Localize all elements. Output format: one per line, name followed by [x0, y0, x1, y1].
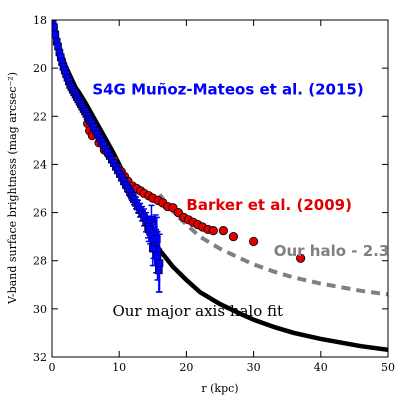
y-tick-label: 30	[33, 303, 47, 316]
y-tick-label: 24	[33, 158, 47, 171]
annotation-halo-minus: Our halo - 2.3	[274, 242, 390, 260]
data-point-s4g	[147, 215, 156, 224]
ticks-layer: 0 10 20 30 40 50 18 20 22 24 26 28 30 32	[33, 14, 395, 374]
data-point-barker	[249, 236, 259, 247]
y-tick-label: 28	[33, 255, 47, 268]
series-barker-2009	[83, 118, 306, 263]
x-tick-label: 10	[112, 361, 126, 374]
y-tick-label: 32	[33, 351, 47, 364]
x-tick-label: 50	[381, 361, 395, 374]
x-axis-title: r (kpc)	[201, 382, 238, 395]
data-point-s4g	[149, 244, 157, 253]
y-tick-label: 26	[33, 207, 47, 220]
x-tick-label: 40	[314, 361, 328, 374]
data-point-s4g	[155, 259, 164, 267]
x-tick-label: 20	[179, 361, 193, 374]
annotation-layer: S4G Muñoz-Mateos et al. (2015) Barker et …	[92, 81, 389, 320]
series-s4g-2015	[52, 20, 164, 293]
annotation-barker: Barker et al. (2009)	[186, 196, 352, 214]
y-axis-title: V-band surface brightness (mag arcsec⁻²)	[6, 72, 19, 305]
y-tick-label: 20	[33, 62, 47, 75]
data-point-barker	[296, 253, 306, 263]
y-tick-label: 18	[33, 14, 47, 27]
series-layer	[52, 20, 388, 353]
data-point-s4g	[144, 225, 153, 234]
y-tick-label: 22	[33, 110, 47, 123]
plot-frame	[51, 19, 389, 358]
data-point-barker	[228, 232, 239, 242]
data-point-s4g	[52, 30, 60, 39]
data-point-barker	[218, 226, 228, 236]
data-point-barker	[208, 226, 218, 236]
annotation-halo-fit: Our major axis halo fit	[112, 302, 283, 320]
series-line-halo-fit	[52, 20, 388, 353]
x-tick-label: 30	[247, 361, 261, 374]
annotation-s4g: S4G Muñoz-Mateos et al. (2015)	[92, 81, 363, 99]
x-tick-label: 0	[49, 361, 56, 374]
